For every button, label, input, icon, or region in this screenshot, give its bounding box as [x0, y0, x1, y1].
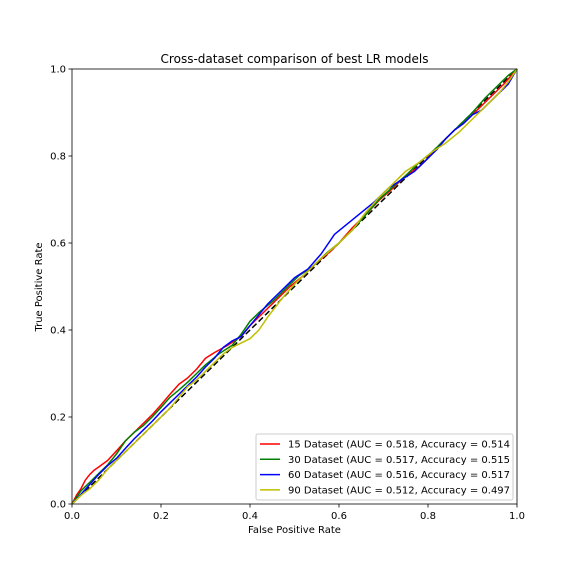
x-tick-label: 0.6	[331, 511, 347, 522]
legend-label-1: 15 Dataset (AUC = 0.518, Accuracy = 0.51…	[288, 440, 510, 451]
legend-label-4: 90 Dataset (AUC = 0.512, Accuracy = 0.49…	[288, 485, 510, 496]
y-tick-label: 0.0	[50, 500, 66, 511]
y-tick-label: 0.4	[50, 326, 66, 337]
y-tick-label: 0.8	[50, 152, 66, 163]
x-tick-label: 0.0	[64, 511, 80, 522]
x-tick-label: 0.8	[420, 511, 436, 522]
y-tick-label: 1.0	[50, 65, 66, 76]
legend: 15 Dataset (AUC = 0.518, Accuracy = 0.51…	[255, 433, 514, 501]
plot-area	[71, 68, 518, 505]
x-axis-label: False Positive Rate	[248, 525, 341, 536]
series-line-4	[71, 68, 518, 505]
chart-title: Cross-dataset comparison of best LR mode…	[161, 52, 429, 66]
legend-label-2: 30 Dataset (AUC = 0.517, Accuracy = 0.51…	[288, 455, 510, 466]
y-axis: 0.0 0.2 0.4 0.6 0.8 1.0	[50, 65, 72, 511]
legend-label-3: 60 Dataset (AUC = 0.516, Accuracy = 0.51…	[288, 470, 510, 481]
legend-box	[255, 433, 514, 501]
series-line-3	[71, 68, 518, 505]
x-tick-label: 0.4	[242, 511, 258, 522]
y-axis-label: True Positive Rate	[34, 242, 45, 332]
y-tick-label: 0.2	[50, 413, 66, 424]
x-tick-label: 1.0	[509, 511, 525, 522]
x-tick-label: 0.2	[153, 511, 169, 522]
plot-frame	[71, 68, 518, 505]
y-tick-label: 0.6	[50, 239, 66, 250]
x-axis: 0.0 0.2 0.4 0.6 0.8 1.0	[64, 504, 525, 522]
series-line-2	[71, 68, 518, 505]
